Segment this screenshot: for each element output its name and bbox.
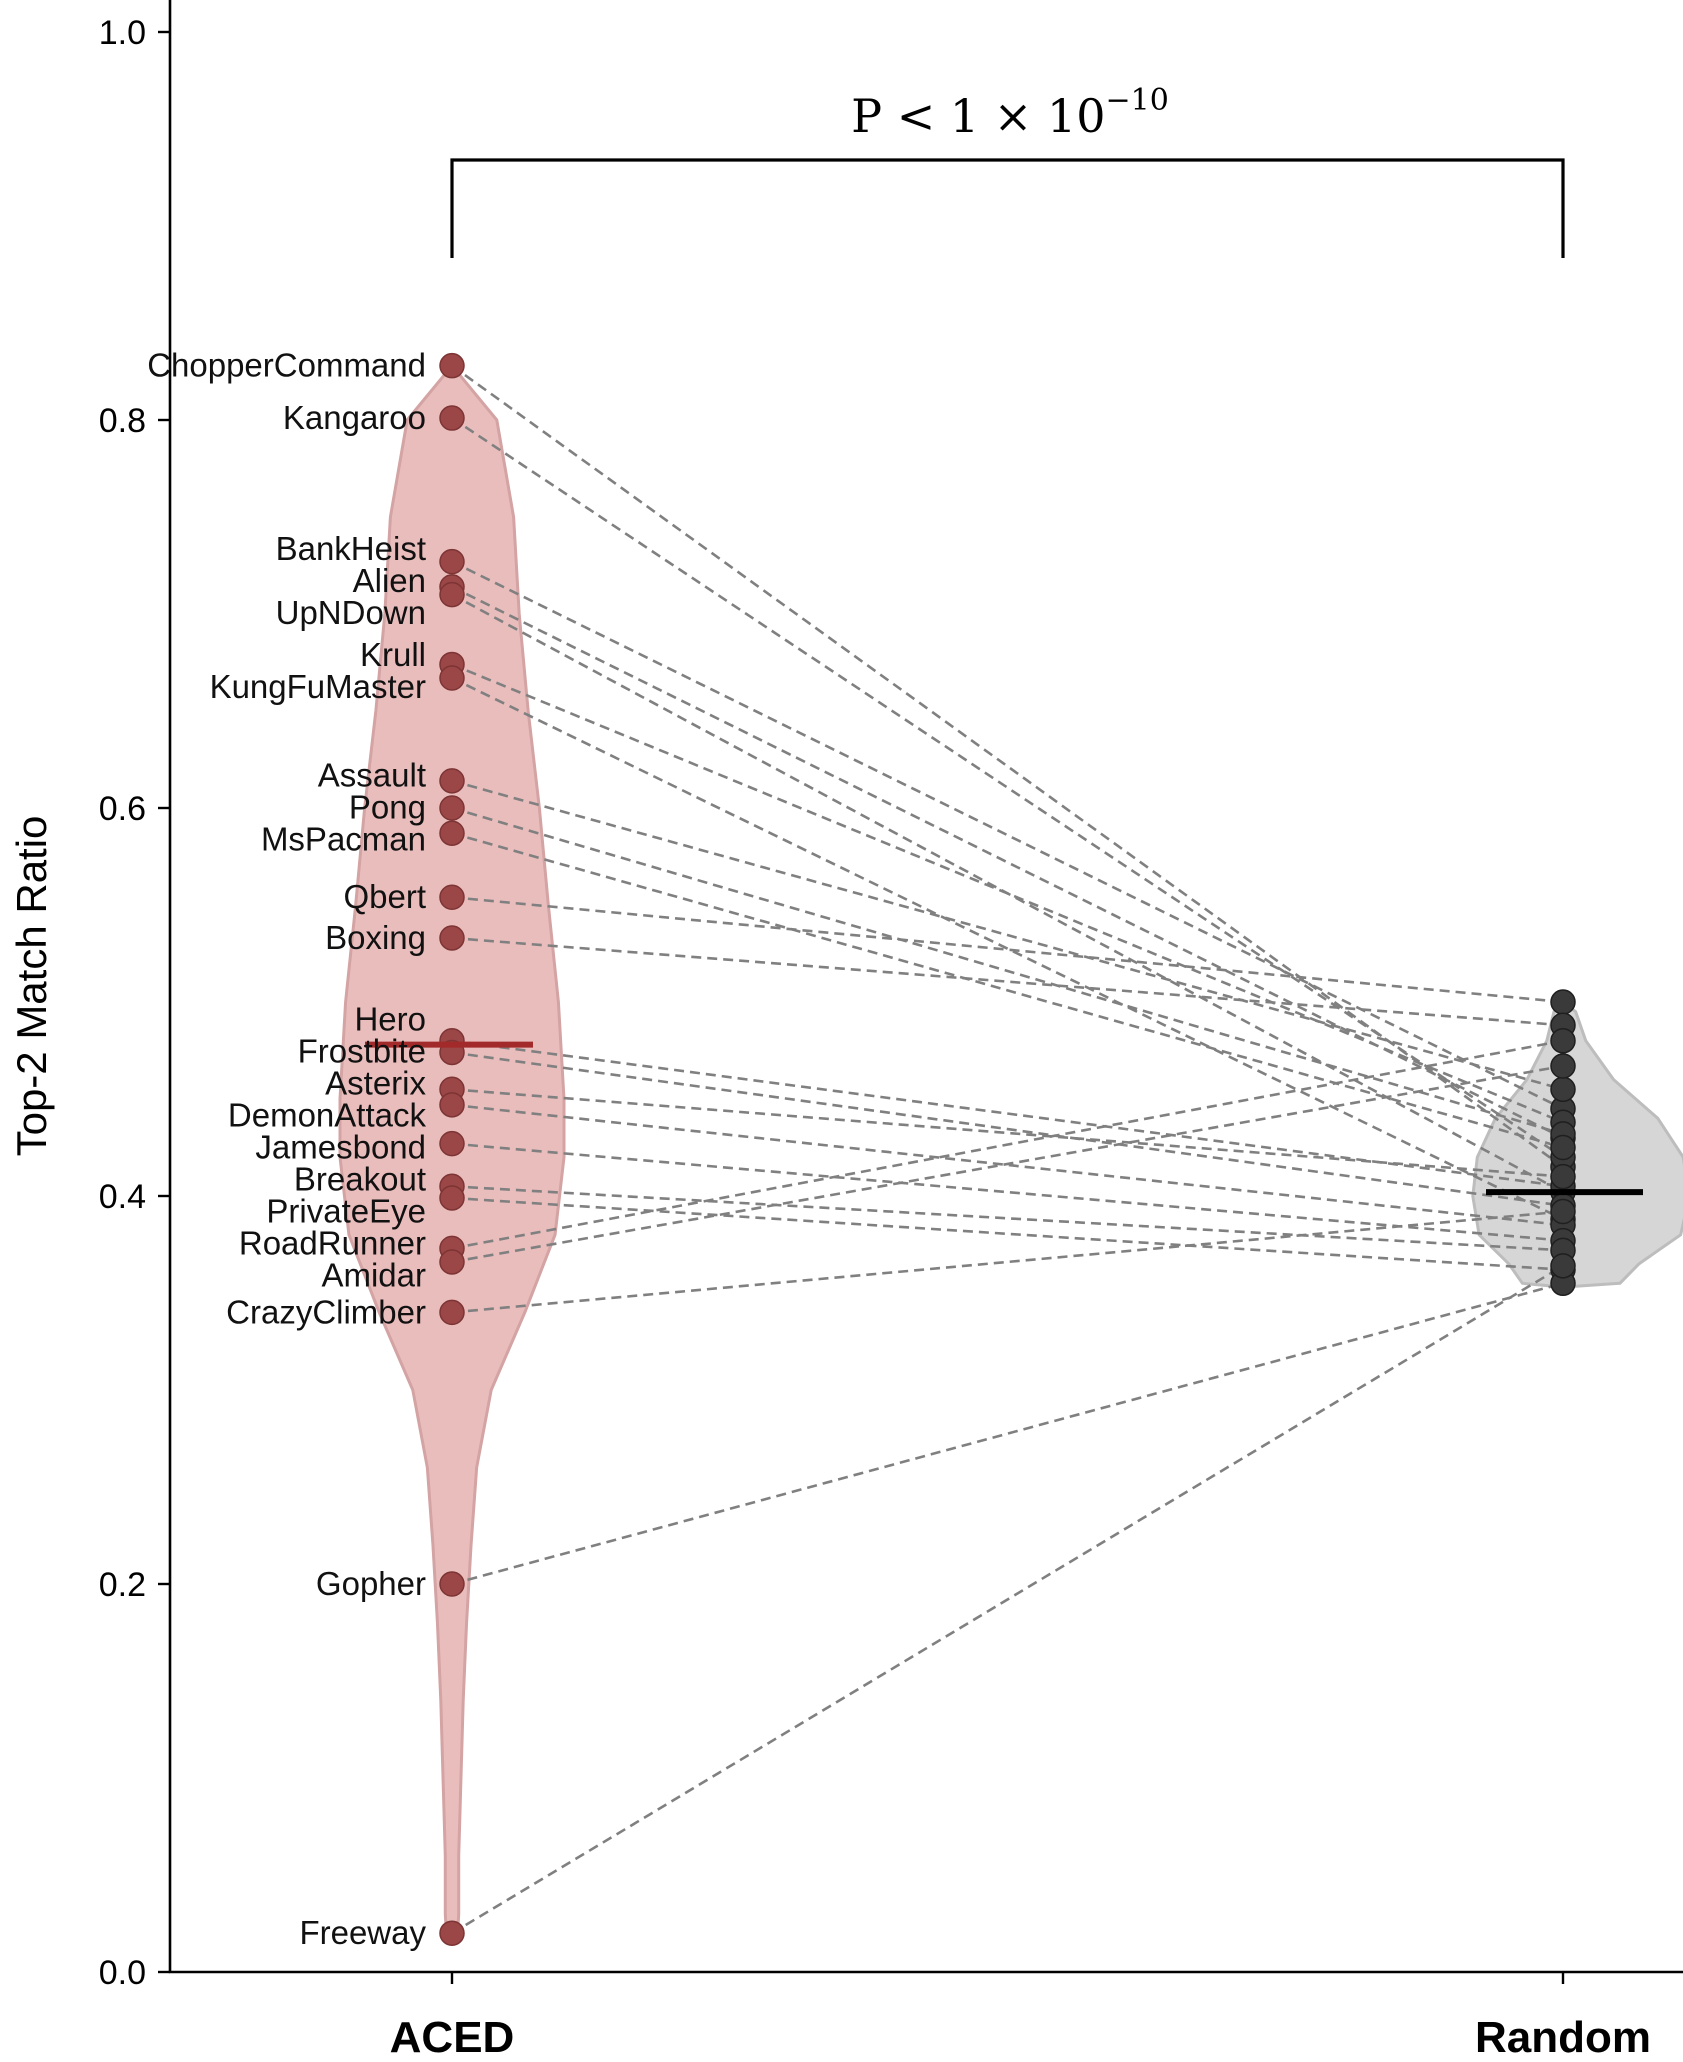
- game-label-kangaroo: Kangaroo: [283, 399, 426, 436]
- y-tick-label: 1.0: [99, 14, 146, 52]
- aced-point-assault: [439, 768, 465, 794]
- aced-point-kangaroo: [439, 405, 465, 431]
- pair-line-kangaroo: [451, 416, 1564, 1159]
- random-point-asterix: [1550, 1163, 1576, 1190]
- pair-line-roadrunner: [451, 1039, 1564, 1250]
- pair-line-freeway: [451, 1264, 1564, 1935]
- game-label-asterix: Asterix: [325, 1064, 426, 1101]
- pair-line-asterix: [451, 1088, 1564, 1178]
- pair-line-gopher: [451, 1282, 1564, 1586]
- p-value-prefix: P < 1 × 10: [851, 89, 1105, 143]
- random-point-roadrunner: [1550, 1028, 1576, 1054]
- game-labels-layer: ChopperCommand Kangaroo BankHeistAlienUpND…: [147, 347, 426, 1952]
- game-label-freeway: Freeway: [299, 1914, 426, 1951]
- game-label-qbert: Qbert: [343, 878, 426, 915]
- random-point-amidar: [1550, 1053, 1576, 1079]
- aced-point-jamesbond: [439, 1130, 465, 1157]
- game-label-demonattack: DemonAttack: [228, 1096, 427, 1133]
- pair-line-privateeye: [451, 1196, 1564, 1272]
- aced-point-choppercommand: [439, 352, 465, 379]
- game-label-choppercommand: ChopperCommand: [147, 347, 426, 384]
- aced-point-boxing: [439, 925, 465, 951]
- y-tick-label: 0.0: [99, 1954, 146, 1992]
- pair-line-jamesbond: [451, 1142, 1564, 1242]
- pair-line-qbert: [451, 895, 1564, 1004]
- violin-random: [1471, 1000, 1683, 1289]
- game-label-assault: Assault: [318, 756, 426, 793]
- aced-point-crazyclimber: [439, 1299, 465, 1326]
- p-value-text: P < 1 × 10−10: [851, 83, 1169, 143]
- axes-layer: ACED Random Top-2 Match Ratio: [8, 0, 1683, 2062]
- y-tick-label: 0.8: [99, 402, 146, 440]
- pair-line-amidar: [451, 1064, 1564, 1264]
- random-point-assault: [1550, 1076, 1576, 1103]
- aced-point-qbert: [439, 884, 465, 910]
- aced-point-privateeye: [439, 1185, 465, 1211]
- aced-point-amidar: [439, 1249, 465, 1275]
- game-label-mspacman: MsPacman: [261, 820, 426, 857]
- random-point-crazyclimber: [1550, 1198, 1576, 1225]
- aced-point-freeway: [439, 1920, 465, 1946]
- aced-point-mspacman: [439, 820, 465, 846]
- random-point-freeway: [1550, 1253, 1576, 1279]
- paired-lines-layer: [451, 364, 1564, 1935]
- pair-line-mspacman: [451, 831, 1564, 1149]
- game-label-kungfumaster: KungFuMaster: [210, 668, 426, 705]
- pair-line-kungfumaster: [451, 676, 1564, 1221]
- pair-line-choppercommand: [451, 364, 1564, 1168]
- game-label-amidar: Amidar: [321, 1256, 426, 1293]
- pair-line-breakout: [451, 1185, 1564, 1252]
- game-label-jamesbond: Jamesbond: [255, 1128, 426, 1165]
- pair-line-bankheist: [451, 560, 1564, 1110]
- y-tick-label: 0.2: [99, 1566, 146, 1604]
- medians-layer: [365, 1041, 1643, 1196]
- pair-line-demonattack: [451, 1103, 1564, 1227]
- y-axis-label: Top-2 Match Ratio: [8, 816, 55, 1157]
- pair-line-boxing: [451, 936, 1564, 1027]
- aced-point-kungfumaster: [439, 665, 465, 691]
- game-label-breakout: Breakout: [294, 1160, 426, 1197]
- game-label-boxing: Boxing: [325, 919, 426, 956]
- game-label-roadrunner: RoadRunner: [239, 1224, 426, 1261]
- aced-point-demonattack: [439, 1092, 465, 1118]
- x-category-aced: ACED: [390, 2013, 515, 2062]
- random-point-qbert: [1550, 989, 1576, 1015]
- pair-line-crazyclimber: [451, 1210, 1564, 1314]
- significance-annotation: P < 1 × 10−10: [450, 83, 1565, 258]
- pair-line-alien: [451, 585, 1564, 1139]
- game-label-upndown: UpNDown: [276, 594, 426, 631]
- game-label-frostbite: Frostbite: [298, 1032, 426, 1069]
- game-label-pong: Pong: [349, 788, 426, 825]
- x-category-random: Random: [1475, 2013, 1651, 2062]
- aced-point-upndown: [439, 581, 465, 608]
- game-label-privateeye: PrivateEye: [266, 1192, 426, 1229]
- game-label-krull: Krull: [360, 636, 426, 673]
- game-label-hero: Hero: [354, 1000, 426, 1037]
- pair-line-krull: [451, 663, 1564, 1124]
- y-tick-label: 0.6: [99, 790, 146, 828]
- points-layer: [439, 352, 1576, 1946]
- random-point-mspacman: [1550, 1134, 1576, 1161]
- pair-line-pong: [451, 806, 1564, 1136]
- p-value-exponent: −10: [1106, 83, 1169, 118]
- aced-point-pong: [439, 795, 465, 821]
- game-label-bankheist: BankHeist: [276, 530, 426, 567]
- pair-line-assault: [451, 779, 1564, 1091]
- game-label-crazyclimber: CrazyClimber: [226, 1293, 426, 1330]
- game-label-alien: Alien: [353, 562, 426, 599]
- y-ticks-layer: 0.0 0.2 0.4 0.6 0.8 1.0: [99, 14, 170, 1992]
- y-tick-label: 0.4: [99, 1178, 146, 1216]
- aced-point-bankheist: [439, 548, 465, 575]
- significance-bracket: [450, 158, 1565, 258]
- game-label-gopher: Gopher: [316, 1565, 426, 1602]
- pair-line-frostbite: [451, 1051, 1564, 1207]
- aced-point-gopher: [439, 1571, 465, 1597]
